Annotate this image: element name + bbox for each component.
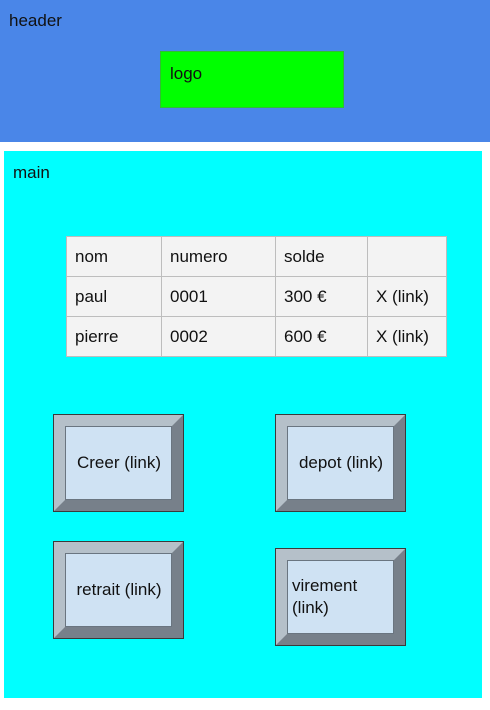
cell-numero: 0001: [161, 276, 276, 317]
cell-nom: pierre: [66, 316, 162, 357]
depot-button-label: depot (link): [298, 453, 384, 472]
virement-button[interactable]: virement (link): [275, 548, 406, 646]
column-header-solde: solde: [275, 236, 368, 277]
column-header-numero: numero: [161, 236, 276, 277]
main-label: main: [13, 163, 50, 182]
retrait-button-label: retrait (link): [76, 580, 162, 599]
creer-button[interactable]: Creer (link): [53, 414, 184, 512]
table-header-row: nom numero solde: [66, 236, 447, 277]
logo-label: logo: [170, 64, 203, 83]
delete-link[interactable]: X (link): [367, 276, 447, 317]
virement-button-label: virement (link): [292, 576, 358, 617]
column-header-action: [367, 236, 447, 277]
retrait-button[interactable]: retrait (link): [53, 541, 184, 639]
table-row: paul 0001 300 € X (link): [66, 276, 447, 317]
cell-solde: 600 €: [275, 316, 368, 357]
creer-button-label: Creer (link): [76, 453, 162, 472]
delete-link[interactable]: X (link): [367, 316, 447, 357]
cell-nom: paul: [66, 276, 162, 317]
cell-numero: 0002: [161, 316, 276, 357]
column-header-nom: nom: [66, 236, 162, 277]
cell-solde: 300 €: [275, 276, 368, 317]
main-region: main nom numero solde paul 0001 300 € X …: [4, 151, 482, 698]
logo-placeholder: logo: [160, 51, 344, 108]
table-row: pierre 0002 600 € X (link): [66, 316, 447, 357]
depot-button[interactable]: depot (link): [275, 414, 406, 512]
header-label: header: [9, 11, 62, 30]
accounts-table: nom numero solde paul 0001 300 € X (link…: [66, 236, 447, 357]
header-region: header logo: [0, 0, 490, 142]
